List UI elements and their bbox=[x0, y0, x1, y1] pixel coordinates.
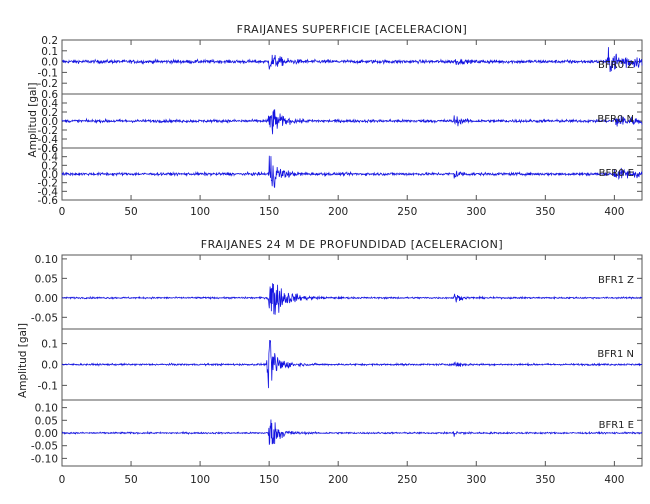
y-tick-label: 0.2 bbox=[41, 160, 58, 172]
y-tick-label: -0.2 bbox=[38, 125, 59, 137]
x-tick-label: 200 bbox=[328, 206, 348, 218]
y-tick-label: 0.1 bbox=[41, 46, 58, 58]
series-trace bbox=[61, 283, 643, 315]
x-tick-label: 350 bbox=[535, 206, 555, 218]
y-tick-label: 0.2 bbox=[41, 107, 58, 119]
y-tick-label: 0.1 bbox=[41, 339, 58, 351]
y-tick-label: 0.00 bbox=[35, 428, 58, 440]
x-tick-label: 100 bbox=[190, 206, 210, 218]
x-tick-label: 300 bbox=[466, 474, 486, 486]
series-label: BFR0 E bbox=[599, 168, 634, 179]
x-tick-label: 50 bbox=[124, 206, 137, 218]
y-axis-label: Amplitud [gal] bbox=[27, 83, 39, 158]
series-label: BFR0 N bbox=[597, 114, 634, 125]
y-tick-label: -0.2 bbox=[38, 78, 59, 90]
y-tick-label: -0.6 bbox=[38, 195, 59, 207]
x-tick-label: 100 bbox=[190, 474, 210, 486]
x-tick-label: 250 bbox=[397, 474, 417, 486]
series-label: BFR0 Z bbox=[598, 60, 634, 71]
y-tick-label: -0.05 bbox=[31, 441, 58, 453]
chart-1: FRAIJANES SUPERFICIE [ACELERACION] Amplit… bbox=[27, 23, 643, 218]
y-tick-label: 0.4 bbox=[41, 98, 58, 110]
y-tick-label: -0.2 bbox=[38, 178, 59, 190]
series-trace bbox=[61, 47, 643, 72]
panel-bfr1-e: 0.100.050.00-0.05-0.10 BFR1 E bbox=[31, 399, 643, 467]
panel-frame bbox=[61, 39, 643, 95]
x-tick-label: 300 bbox=[466, 206, 486, 218]
y-tick-label: 0.2 bbox=[41, 35, 58, 47]
y-tick-label: 0.6 bbox=[41, 143, 58, 155]
y-tick-label: 0.6 bbox=[41, 89, 58, 101]
x-tick-label: 50 bbox=[124, 474, 137, 486]
x-tick-label: 250 bbox=[397, 206, 417, 218]
y-tick-label: -0.10 bbox=[31, 453, 58, 465]
series-label: BFR1 E bbox=[599, 420, 634, 431]
x-tick-label: 150 bbox=[259, 474, 279, 486]
x-tick-label: 350 bbox=[535, 474, 555, 486]
chart-title: FRAIJANES 24 M DE PROFUNDIDAD [ACELERACI… bbox=[201, 238, 503, 251]
x-tick-label: 150 bbox=[259, 206, 279, 218]
y-tick-label: 0.0 bbox=[41, 360, 58, 372]
y-tick-label: 0.05 bbox=[35, 415, 58, 427]
x-tick-label: 0 bbox=[59, 474, 66, 486]
y-tick-label: 0.00 bbox=[35, 293, 58, 305]
series-trace bbox=[61, 419, 643, 445]
series-label: BFR1 N bbox=[597, 349, 634, 360]
y-tick-label: -0.1 bbox=[38, 67, 59, 79]
y-tick-label: 0.10 bbox=[35, 403, 58, 415]
chart-title: FRAIJANES SUPERFICIE [ACELERACION] bbox=[237, 23, 468, 36]
y-axis-label: Amplitud [gal] bbox=[17, 323, 29, 398]
y-tick-label: 0.05 bbox=[35, 273, 58, 285]
panel-frame bbox=[61, 254, 643, 330]
x-tick-label: 200 bbox=[328, 474, 348, 486]
y-tick-label: -0.05 bbox=[31, 312, 58, 324]
x-tick-label: 0 bbox=[59, 206, 66, 218]
series-label: BFR1 Z bbox=[598, 275, 634, 286]
y-tick-label: 0.10 bbox=[35, 254, 58, 266]
series-trace bbox=[61, 109, 643, 135]
y-tick-label: 0.4 bbox=[41, 152, 58, 164]
x-tick-label: 400 bbox=[604, 206, 624, 218]
series-trace bbox=[61, 340, 643, 389]
y-tick-label: 0.0 bbox=[41, 57, 58, 69]
y-tick-label: -0.1 bbox=[38, 380, 59, 392]
series-trace bbox=[61, 155, 643, 188]
y-tick-label: 0.0 bbox=[41, 169, 58, 181]
y-tick-label: 0.0 bbox=[41, 116, 58, 128]
panel-bfr0-z: 0.20.10.0-0.1-0.2 BFR0 Z bbox=[38, 35, 643, 95]
y-tick-label: -0.4 bbox=[38, 134, 59, 146]
panel-bfr1-z: 0.10 0.05 0.00 -0.05 BFR1 Z bbox=[31, 254, 643, 330]
panel-bfr1-n: 0.1 0.0 -0.1 BFR1 N bbox=[38, 328, 643, 401]
y-tick-label: -0.6 bbox=[38, 143, 59, 155]
x-tick-label: 400 bbox=[604, 474, 624, 486]
chart-2: FRAIJANES 24 M DE PROFUNDIDAD [ACELERACI… bbox=[17, 238, 643, 486]
y-tick-label: -0.4 bbox=[38, 186, 59, 198]
